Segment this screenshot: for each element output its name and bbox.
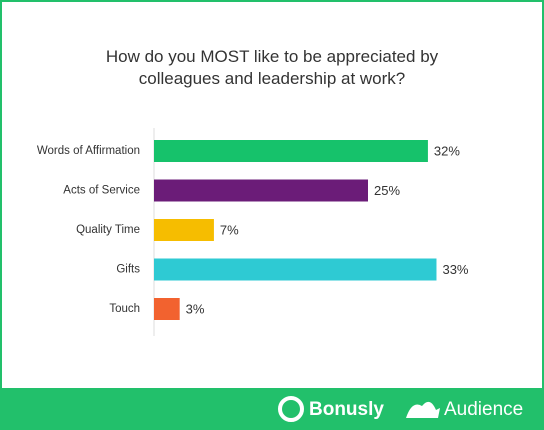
bar [154, 219, 214, 241]
category-label: Touch [109, 303, 140, 315]
footer-band [2, 388, 542, 428]
brand: Bonusly [309, 399, 384, 420]
bonusly-icon [278, 396, 304, 422]
bar [154, 258, 437, 281]
audience-icon [406, 401, 440, 418]
bar [154, 298, 180, 320]
brand: Audience [444, 399, 523, 420]
value-label: 25% [374, 183, 400, 198]
value-label: 7% [220, 222, 239, 237]
category-label: Quality Time [76, 224, 140, 236]
bar [154, 140, 428, 162]
chart-title: How do you MOST like to be appreciated b… [105, 47, 439, 88]
value-label: 3% [186, 301, 205, 316]
bar [154, 179, 368, 202]
category-label: Gifts [116, 264, 140, 276]
category-label: Acts of Service [63, 185, 140, 197]
category-label: Words of Affirmation [37, 145, 140, 157]
value-label: 33% [442, 262, 468, 277]
value-label: 32% [434, 143, 460, 158]
